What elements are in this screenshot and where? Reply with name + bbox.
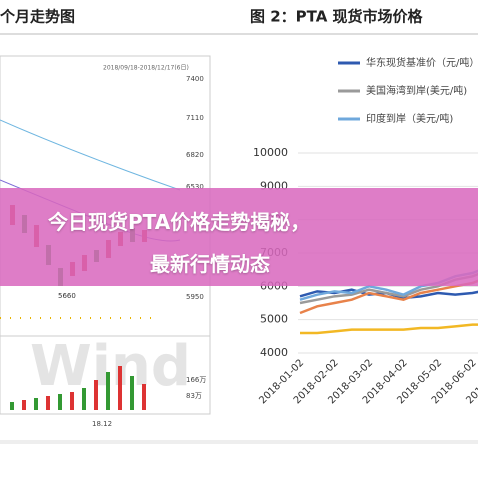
legend-label: 华东现货基准价（元/吨） xyxy=(366,56,478,69)
volume-bars xyxy=(10,366,146,410)
price-label: 5950 xyxy=(186,293,204,301)
banner: 今日现货PTA价格走势揭秘， 最新行情动态 xyxy=(0,188,478,286)
price-line xyxy=(300,323,478,335)
y-tick-label: 5000 xyxy=(260,313,288,326)
legend-label: 印度到岸（美元/吨) xyxy=(366,112,453,125)
watermark: Wind xyxy=(30,334,191,399)
left-date-range: 2018/09/18-2018/12/17(6日) xyxy=(103,65,189,72)
volume-label: 83万 xyxy=(186,392,202,400)
left-title: 个月走势图 xyxy=(0,8,75,26)
footer-strip xyxy=(0,440,478,444)
price-label: 6530 xyxy=(186,183,204,191)
banner-line: 今日现货PTA价格走势揭秘， xyxy=(48,210,311,234)
right-title: 图 2：PTA 现货市场价格 xyxy=(250,8,424,26)
price-label: 6820 xyxy=(186,151,204,159)
low-label: 5660 xyxy=(58,292,76,300)
left-date-label: 18.12 xyxy=(92,420,112,428)
y-tick-label: 10000 xyxy=(253,146,288,159)
y-tick-label: 4000 xyxy=(260,346,288,359)
banner-line: 最新行情动态 xyxy=(150,252,270,276)
price-label: 7400 xyxy=(186,75,204,83)
legend-label: 美国海湾到岸(美元/吨) xyxy=(366,84,467,97)
volume-label: 166万 xyxy=(186,376,206,384)
price-label: 7110 xyxy=(186,114,204,122)
ma-line xyxy=(0,119,181,191)
